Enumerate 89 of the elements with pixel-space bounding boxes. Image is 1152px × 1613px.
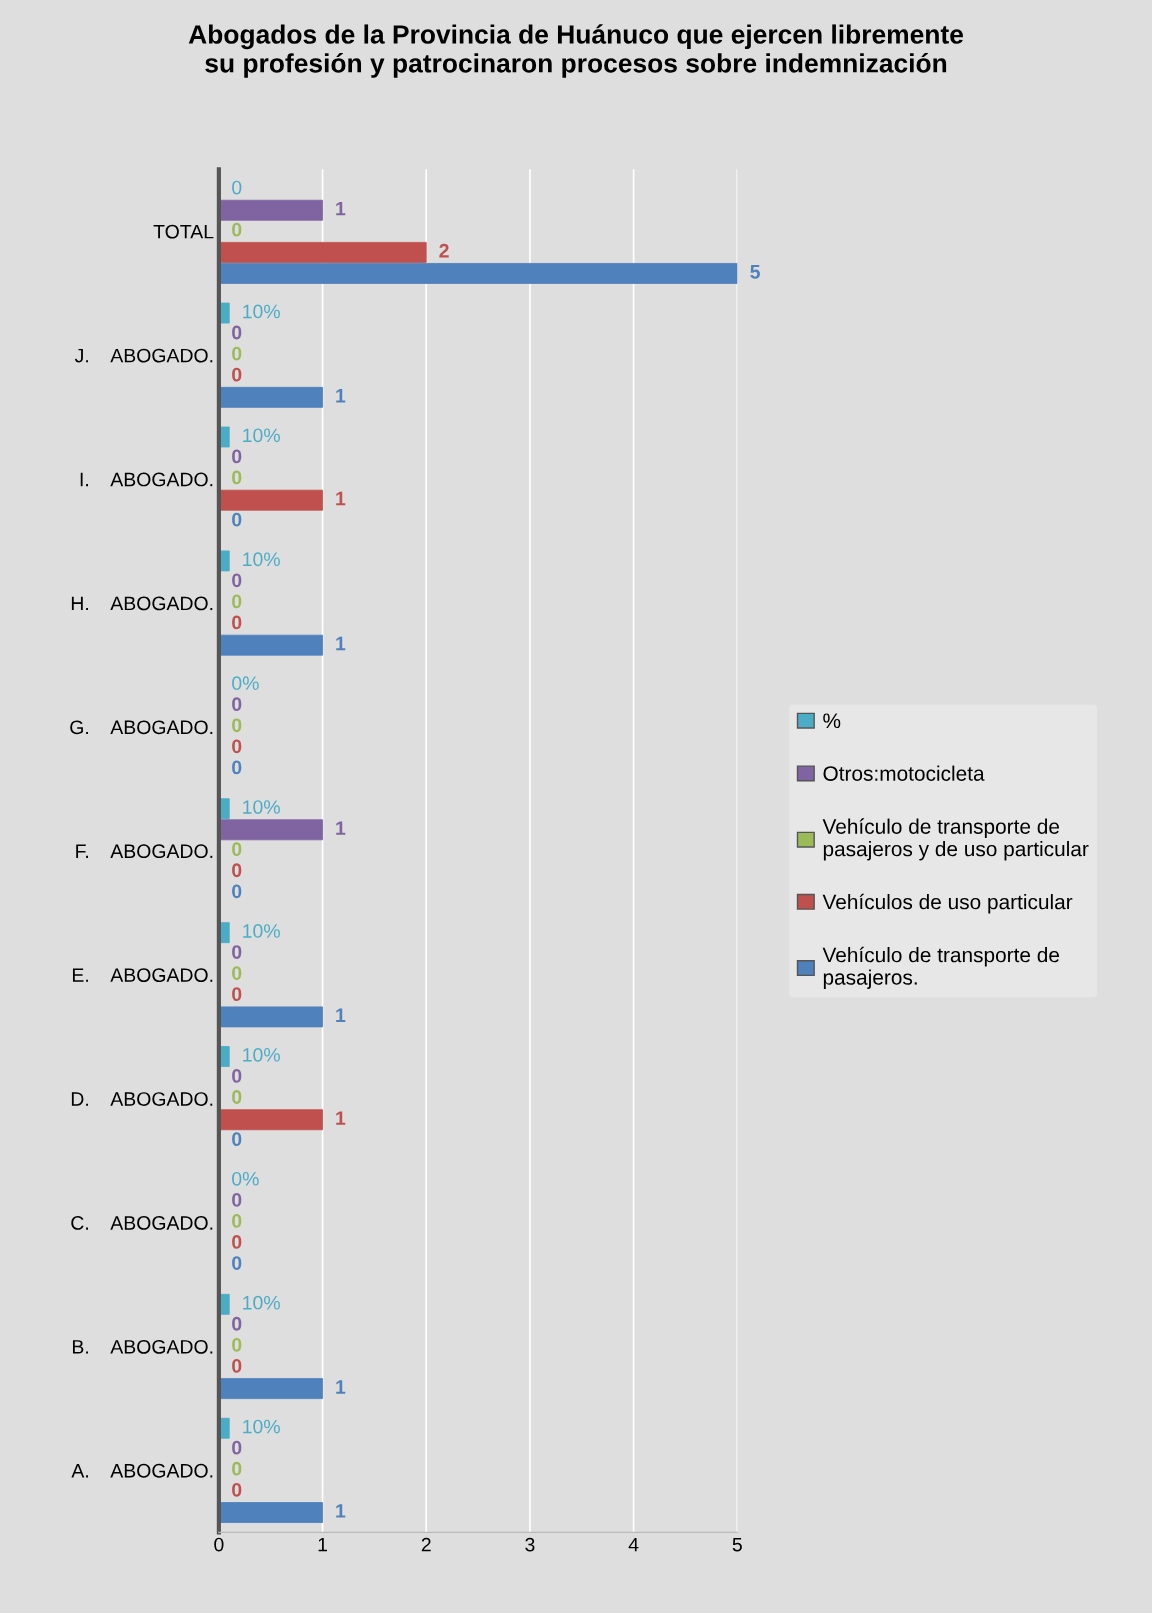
data-label: 10% [243, 552, 280, 567]
data-label: 0 [232, 346, 242, 361]
y-tick-label: B. ABOGADO. [72, 1339, 213, 1354]
bar [218, 263, 738, 284]
data-label: 0 [232, 945, 242, 959]
data-label: 0 [232, 863, 242, 878]
y-tick-label: TOTAL [153, 224, 214, 239]
bar [218, 1006, 323, 1028]
data-label: 0 [232, 718, 242, 733]
data-label: 10% [243, 1047, 280, 1062]
bar [218, 386, 323, 408]
data-label: 1 [336, 1008, 346, 1022]
data-label: 1 [336, 636, 346, 651]
data-label: 1 [336, 1111, 346, 1125]
data-label: 0 [232, 615, 242, 630]
legend-label: Vehículos de uso particular [822, 893, 1073, 914]
data-label: 0 [232, 325, 242, 340]
data-label: 5 [750, 265, 760, 279]
data-label: 0% [232, 676, 259, 691]
data-label: 0 [232, 1337, 242, 1352]
x-tick-label: 1 [318, 1537, 328, 1552]
data-label: 1 [336, 821, 346, 835]
data-label: 0 [232, 1482, 242, 1497]
y-tick-label: F. ABOGADO. [76, 844, 213, 859]
data-label: 0 [232, 1090, 242, 1104]
data-label: 0 [232, 470, 242, 485]
x-tick-label: 4 [628, 1537, 639, 1552]
data-label: 0 [232, 1461, 242, 1476]
data-label: 0 [232, 594, 242, 609]
data-label: 1 [336, 491, 346, 506]
bar [218, 1109, 323, 1131]
data-label: 0 [232, 966, 242, 980]
y-tick-label: G. ABOGADO. [70, 720, 213, 735]
x-tick-label: 0 [214, 1537, 224, 1552]
y-tick-label: D. ABOGADO. [71, 1092, 213, 1106]
data-label: 0 [232, 1132, 242, 1147]
y-tick-label: J. ABOGADO. [74, 348, 213, 363]
data-label: 0 [232, 1192, 242, 1207]
data-label: 0 [232, 842, 242, 857]
bar [218, 1378, 323, 1400]
data-label: 0 [232, 1235, 242, 1249]
chart-title: Abogados de la Provincia de Huánuco que ejercen libremente su profesión y patrocinaron procesos sobre indemnización [188, 24, 963, 78]
data-label: 1 [336, 389, 346, 403]
data-label: 0 [232, 1256, 242, 1270]
data-label: 10% [243, 428, 280, 443]
x-tick-label: 2 [421, 1537, 431, 1552]
y-tick-label: I. ABOGADO. [80, 472, 213, 487]
bar [218, 1502, 323, 1523]
data-label: 10% [243, 924, 280, 938]
data-label: 0 [232, 1214, 242, 1228]
bar [218, 489, 323, 511]
data-label: 10% [243, 1419, 280, 1434]
data-label: 0 [232, 1359, 242, 1373]
legend-label: % [823, 713, 841, 729]
data-label: 1 [336, 1380, 346, 1394]
data-label: 0 [232, 180, 242, 195]
data-label: 10% [243, 304, 280, 319]
data-label: 0 [232, 1069, 242, 1083]
y-tick-label: A. ABOGADO. [71, 1463, 213, 1478]
data-label: 0 [232, 760, 242, 775]
y-tick-label: E. ABOGADO. [72, 968, 213, 982]
x-tick-label: 3 [525, 1537, 535, 1552]
legend-label: Vehículo de transporte de pasajeros. [822, 946, 1060, 989]
bar [218, 634, 323, 656]
data-label: 0 [232, 987, 242, 1002]
data-label: 0% [232, 1171, 259, 1186]
bar [218, 199, 323, 221]
data-label: 0 [232, 1316, 242, 1331]
data-label: 0 [232, 1440, 242, 1455]
data-label: 1 [336, 1504, 346, 1518]
legend-label: Vehículo de transporte de pasajeros y de uso particular [822, 818, 1089, 861]
y-tick-label: H. ABOGADO. [71, 596, 213, 611]
data-label: 0 [232, 573, 242, 588]
legend-label: Otros:motocicleta [823, 765, 985, 781]
data-label: 0 [232, 449, 242, 464]
data-label: 0 [232, 512, 242, 527]
x-tick-label: 5 [732, 1537, 742, 1552]
data-label: 1 [336, 201, 346, 216]
y-tick-label: C. ABOGADO. [71, 1216, 213, 1230]
data-label: 10% [243, 800, 280, 814]
data-label: 0 [232, 884, 242, 899]
bar [218, 241, 427, 263]
data-label: 10% [243, 1295, 280, 1310]
data-label: 2 [439, 243, 449, 258]
data-label: 0 [232, 367, 242, 382]
data-label: 0 [232, 739, 242, 754]
data-label: 0 [232, 697, 242, 712]
bar [218, 819, 323, 841]
data-label: 0 [232, 222, 242, 237]
